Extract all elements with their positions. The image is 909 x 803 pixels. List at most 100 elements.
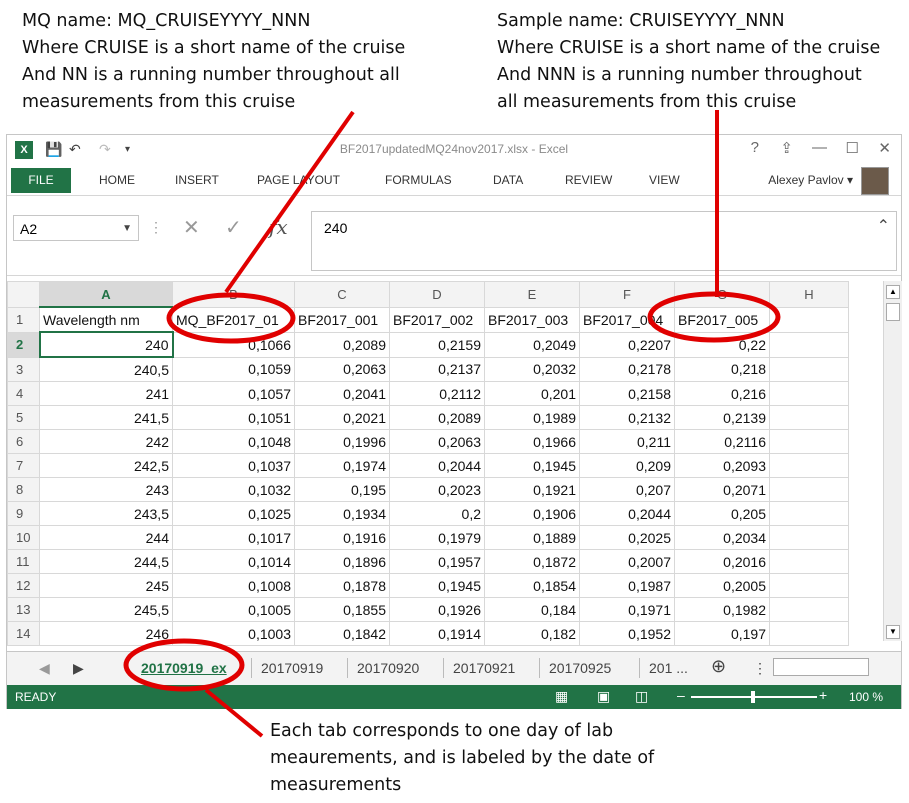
cell[interactable]: 0,2005 — [674, 573, 770, 598]
cell[interactable]: 0,1934 — [294, 501, 390, 526]
select-all-corner[interactable] — [7, 281, 40, 308]
column-header-a[interactable]: A — [39, 281, 173, 308]
cell[interactable] — [769, 331, 849, 358]
close-icon[interactable]: ✕ — [878, 140, 891, 157]
cell[interactable]: 243 — [39, 477, 173, 502]
cell[interactable]: Wavelength nm — [39, 306, 173, 333]
tab-data[interactable]: DATA — [493, 173, 524, 187]
cell[interactable]: 242 — [39, 429, 173, 454]
scroll-up-icon[interactable]: ▲ — [886, 285, 900, 299]
minimize-icon[interactable]: — — [812, 139, 827, 156]
avatar[interactable] — [861, 167, 889, 195]
scroll-down-icon[interactable]: ▼ — [886, 625, 900, 639]
cell[interactable]: 0,2089 — [389, 405, 485, 430]
cell[interactable]: 0,1896 — [294, 549, 390, 574]
cell[interactable]: 0,2044 — [579, 501, 675, 526]
sheet-tab[interactable]: 20170925 — [549, 660, 612, 676]
cell[interactable]: 0,2159 — [389, 331, 485, 358]
cell[interactable]: 0,1971 — [579, 597, 675, 622]
redo-icon[interactable]: ↷ — [99, 141, 111, 157]
row-header[interactable]: 3 — [7, 356, 40, 382]
cell[interactable]: 0,197 — [674, 621, 770, 646]
cell[interactable]: 0,1966 — [484, 429, 580, 454]
cell[interactable]: 0,1014 — [172, 549, 295, 574]
collapse-formula-icon[interactable]: ⌃ — [876, 218, 890, 235]
cell[interactable]: 0,1005 — [172, 597, 295, 622]
row-header[interactable]: 11 — [7, 549, 40, 574]
vertical-scrollbar[interactable]: ▲ ▼ — [883, 281, 902, 641]
cell[interactable] — [769, 621, 849, 646]
cell[interactable]: 0,1878 — [294, 573, 390, 598]
row-header[interactable]: 2 — [7, 331, 40, 358]
cell[interactable]: 245 — [39, 573, 173, 598]
cell[interactable]: 246 — [39, 621, 173, 646]
sheet-tab[interactable]: 20170920 — [357, 660, 420, 676]
cell[interactable]: MQ_BF2017_01 — [172, 306, 295, 333]
cell[interactable]: 0,1945 — [484, 453, 580, 478]
cell[interactable]: 0,216 — [674, 381, 770, 406]
cell[interactable]: BF2017_001 — [294, 306, 390, 333]
tab-view[interactable]: VIEW — [649, 173, 680, 187]
formula-input[interactable]: 240 ⌃ — [311, 211, 897, 271]
cell[interactable]: 0,2207 — [579, 331, 675, 358]
cell[interactable]: 0,2044 — [389, 453, 485, 478]
cell[interactable]: 0,2023 — [389, 477, 485, 502]
help-button[interactable]: ? — [750, 139, 759, 156]
column-header-e[interactable]: E — [484, 281, 580, 308]
enter-check-icon[interactable]: ✓ — [225, 217, 242, 239]
sheet-tab-active[interactable]: 20170919_ex — [141, 660, 227, 676]
cell[interactable]: 0,205 — [674, 501, 770, 526]
cell[interactable]: 0,1025 — [172, 501, 295, 526]
zoom-level[interactable]: 100 % — [849, 690, 884, 704]
page-layout-view-icon[interactable]: ▣ — [597, 688, 611, 704]
cell[interactable] — [769, 477, 849, 502]
row-header[interactable]: 13 — [7, 597, 40, 622]
row-header[interactable]: 10 — [7, 525, 40, 550]
tab-home[interactable]: HOME — [99, 173, 135, 187]
column-header-b[interactable]: B — [172, 281, 295, 308]
cell[interactable]: 0,1889 — [484, 525, 580, 550]
row-header[interactable]: 4 — [7, 381, 40, 406]
prev-sheet-icon[interactable]: ◀ — [39, 660, 50, 676]
cell[interactable]: 0,209 — [579, 453, 675, 478]
cell[interactable]: 0,2021 — [294, 405, 390, 430]
user-account[interactable]: Alexey Pavlov ▾ — [768, 173, 853, 187]
cell[interactable]: 0,211 — [579, 429, 675, 454]
maximize-icon[interactable]: ☐ — [845, 140, 859, 157]
cell[interactable]: 244,5 — [39, 549, 173, 574]
cell[interactable]: 0,1872 — [484, 549, 580, 574]
sheet-tab[interactable]: 201 ... — [649, 660, 688, 676]
cell[interactable]: 243,5 — [39, 501, 173, 526]
cell[interactable]: 0,1952 — [579, 621, 675, 646]
cell[interactable]: 0,1842 — [294, 621, 390, 646]
cancel-icon[interactable]: ✕ — [183, 217, 200, 239]
save-icon[interactable]: 💾 — [45, 141, 63, 157]
cell[interactable]: 0,1945 — [389, 573, 485, 598]
cell[interactable]: 0,2137 — [389, 356, 485, 382]
zoom-in-icon[interactable]: + — [819, 687, 828, 703]
cell[interactable]: 0,1921 — [484, 477, 580, 502]
horizontal-scrollbar[interactable] — [773, 658, 869, 676]
sheet-tab[interactable]: 20170919 — [261, 660, 324, 676]
tab-formulas[interactable]: FORMULAS — [385, 173, 452, 187]
cell[interactable]: 0,2116 — [674, 429, 770, 454]
scroll-thumb[interactable] — [886, 303, 900, 321]
cell[interactable] — [769, 549, 849, 574]
cell[interactable]: 0,2063 — [389, 429, 485, 454]
cell[interactable] — [769, 597, 849, 622]
cell[interactable]: 0,1048 — [172, 429, 295, 454]
cell[interactable]: 0,1914 — [389, 621, 485, 646]
cell[interactable]: 0,182 — [484, 621, 580, 646]
cell[interactable]: 0,2178 — [579, 356, 675, 382]
cell[interactable]: 0,1855 — [294, 597, 390, 622]
cell[interactable]: 0,2041 — [294, 381, 390, 406]
cell[interactable]: 240,5 — [39, 356, 173, 382]
cell[interactable]: 0,184 — [484, 597, 580, 622]
page-break-view-icon[interactable]: ◫ — [635, 688, 649, 704]
customize-toolbar-icon[interactable]: ▾ — [125, 144, 131, 155]
tab-page-layout[interactable]: PAGE LAYOUT — [257, 173, 340, 187]
zoom-slider-thumb[interactable] — [751, 691, 755, 703]
cell[interactable]: 0,1037 — [172, 453, 295, 478]
tab-file[interactable]: FILE — [11, 168, 71, 193]
tab-review[interactable]: REVIEW — [565, 173, 613, 187]
